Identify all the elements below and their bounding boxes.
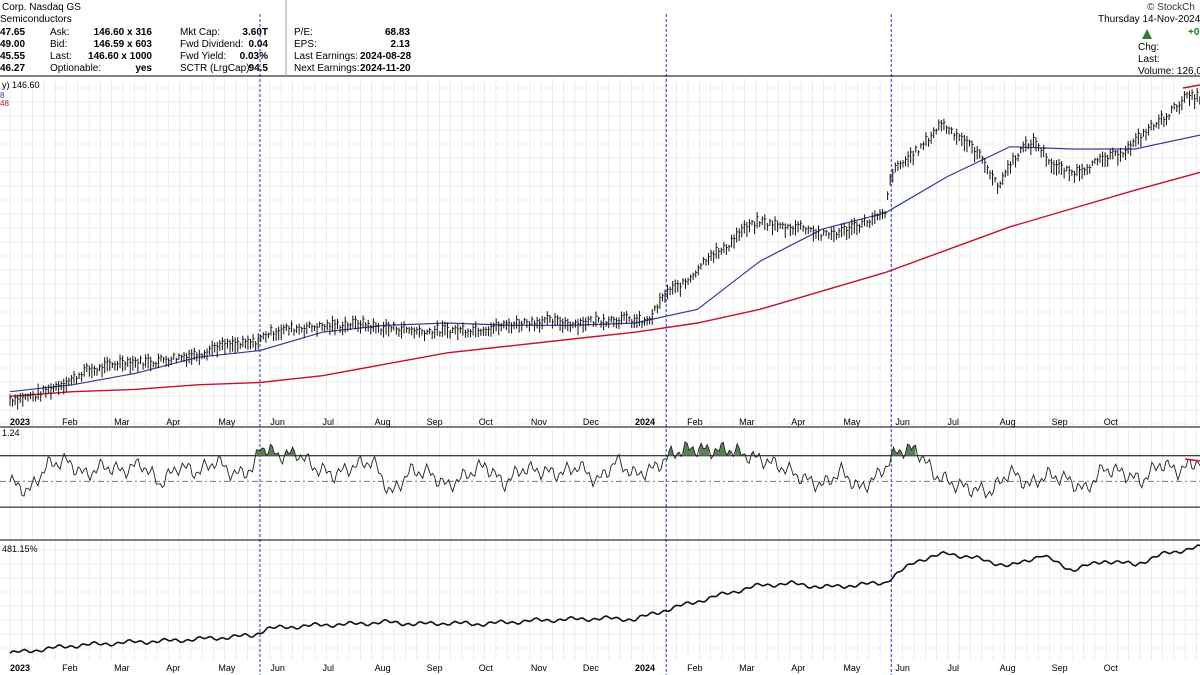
header-field-label: P/E: (294, 27, 313, 38)
x-tick-label: Feb (687, 417, 703, 427)
rsi-overbought-fill (683, 441, 696, 456)
header-field-label: Last Earnings: (294, 51, 358, 62)
x-tick-label: Nov (531, 663, 548, 673)
header-field-label: Fwd Dividend: (180, 39, 244, 50)
header-field-label: Last: (50, 51, 72, 62)
ma200-legend: 48 (0, 99, 9, 108)
x-tick-label: 2023 (10, 417, 30, 427)
chg-label: Chg: (1138, 42, 1160, 53)
x-tick-label: Nov (531, 417, 548, 427)
security-title: Corp. Nasdaq GS (2, 2, 81, 13)
up-arrow-icon (1142, 29, 1152, 39)
rsi-overbought-fill (669, 446, 674, 456)
x-tick-label: Mar (739, 663, 755, 673)
price-legend: y) 146.60 (2, 80, 40, 90)
x-tick-label: Apr (166, 663, 180, 673)
x-tick-label: Aug (1000, 663, 1016, 673)
header-field-label: SCTR (LrgCap): (180, 63, 253, 74)
header-field-label: Bid: (50, 39, 68, 50)
rsi-divergence-line (1184, 458, 1200, 462)
price-trend-line (1182, 84, 1200, 89)
source-label: © StockCh (1147, 2, 1195, 13)
x-tick-label: Oct (1104, 663, 1119, 673)
x-tick-label: Sep (1052, 663, 1068, 673)
header-field-value: 2024-08-28 (360, 51, 412, 62)
x-tick-label: Dec (583, 663, 600, 673)
x-tick-label: May (843, 663, 861, 673)
rsi-overbought-fill (713, 442, 732, 456)
rsi-line (9, 441, 1200, 499)
x-tick-label: Oct (479, 663, 494, 673)
header-field-label: Optionable: (50, 63, 102, 74)
left-value: 47.65 (0, 27, 26, 38)
x-tick-label: Jun (270, 417, 285, 427)
x-tick-label: Mar (114, 417, 130, 427)
header-field-value: 68.83 (384, 27, 410, 38)
header-field-label: Ask: (50, 27, 70, 38)
header-field-value: 146.60 x 1000 (88, 51, 152, 62)
x-tick-label: Oct (479, 417, 494, 427)
header-field-label: Fwd Yield: (180, 51, 227, 62)
x-tick-label: Jul (948, 663, 960, 673)
x-tick-label: Oct (1104, 417, 1119, 427)
rsi-overbought-fill (256, 444, 279, 456)
header-field-value: yes (135, 63, 152, 74)
x-tick-label: Feb (687, 663, 703, 673)
chg-value: +0 (1188, 27, 1200, 38)
x-tick-label: May (218, 663, 236, 673)
left-value: 49.00 (0, 39, 26, 50)
header-field-value: 146.60 x 316 (93, 27, 152, 38)
x-tick-label: Jun (270, 663, 285, 673)
header-field-value: 94.5 (248, 63, 268, 74)
x-tick-label: Jul (323, 417, 335, 427)
x-tick-label: Jul (948, 417, 960, 427)
x-tick-label: Apr (791, 417, 805, 427)
x-tick-label: Sep (427, 417, 443, 427)
header-field-value: 146.59 x 603 (93, 39, 152, 50)
date-label: Thursday 14-Nov-2024 (1098, 14, 1200, 25)
header-field-value: 0.03% (239, 51, 268, 62)
x-tick-label: Jul (323, 663, 335, 673)
industry-label: Semiconductors (0, 14, 72, 25)
rsi-legend: 1.24 (2, 428, 20, 438)
x-tick-label: 2023 (10, 663, 30, 673)
x-tick-label: Jun (895, 663, 910, 673)
x-tick-label: Aug (1000, 417, 1016, 427)
performance-line (9, 544, 1200, 654)
header-field-value: 0.04 (248, 39, 268, 50)
ma200-line (9, 171, 1200, 397)
x-tick-label: Apr (166, 417, 180, 427)
x-tick-label: Apr (791, 663, 805, 673)
volume-label: Volume: 126,0 (1138, 66, 1200, 77)
rsi-overbought-fill (735, 443, 746, 456)
x-tick-label: Feb (62, 417, 78, 427)
left-value: 45.55 (0, 51, 26, 62)
header-field-value: 2.13 (390, 39, 410, 50)
x-tick-label: Feb (62, 663, 78, 673)
header-field-label: EPS: (294, 39, 317, 50)
header-field-label: Mkt Cap: (180, 27, 221, 38)
x-tick-label: Mar (114, 663, 130, 673)
x-tick-label: 2024 (635, 663, 655, 673)
header-field-value: 3.60T (242, 27, 268, 38)
left-value: 46.27 (0, 63, 26, 74)
ma50-legend: 8 (0, 91, 5, 100)
x-tick-label: May (218, 417, 236, 427)
x-tick-label: Sep (427, 663, 443, 673)
x-tick-label: Mar (739, 417, 755, 427)
performance-legend: 481.15% (2, 544, 38, 554)
rsi-overbought-fill (677, 452, 680, 456)
x-tick-label: 2024 (635, 417, 655, 427)
header-field-value: 2024-11-20 (360, 63, 411, 74)
x-tick-label: May (843, 417, 861, 427)
last-label: Last: (1138, 54, 1160, 65)
x-tick-label: Aug (375, 417, 391, 427)
x-tick-label: Dec (583, 417, 600, 427)
x-tick-label: Jun (895, 417, 910, 427)
x-tick-label: Aug (375, 663, 391, 673)
x-tick-label: Sep (1052, 417, 1068, 427)
header-field-label: Next Earnings: (294, 63, 360, 74)
